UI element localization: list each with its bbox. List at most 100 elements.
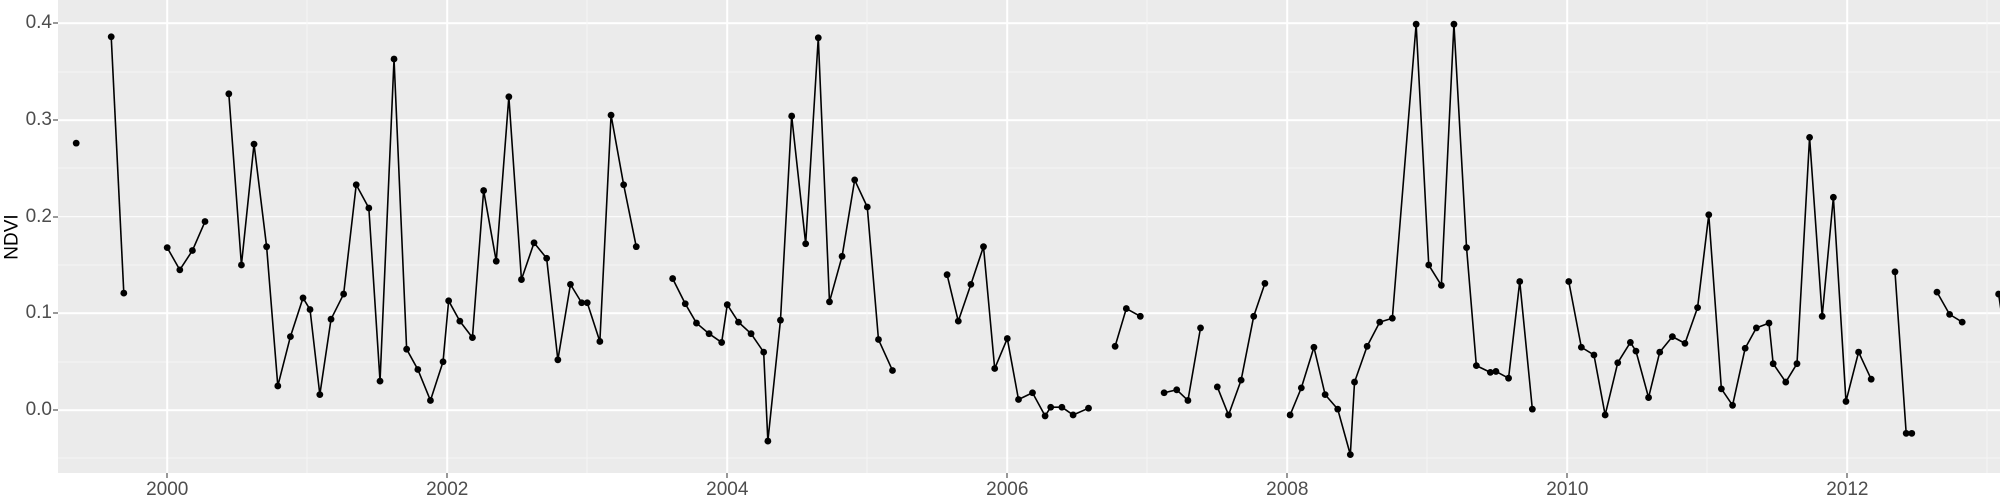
data-point	[469, 334, 476, 341]
x-axis-tick-label: 2008	[1266, 479, 1309, 500]
data-point	[1376, 318, 1384, 326]
data-point	[1958, 318, 1966, 326]
data-point	[480, 187, 488, 194]
data-point	[1486, 369, 1494, 376]
series-segment	[943, 243, 1092, 420]
data-point	[225, 90, 233, 98]
x-axis-tick-mark	[166, 473, 168, 478]
data-point	[1029, 389, 1036, 397]
data-point	[530, 239, 538, 247]
data-point	[189, 247, 196, 254]
data-point	[1173, 386, 1181, 394]
gridline-minor-vertical	[306, 0, 308, 473]
series-line	[228, 58, 638, 402]
data-point	[788, 112, 796, 120]
y-axis-tick-mark	[53, 409, 58, 411]
y-axis-tick-label: 0.3	[25, 108, 52, 130]
data-point	[1321, 391, 1329, 399]
data-point	[980, 243, 987, 251]
data-point	[578, 299, 586, 307]
data-point	[456, 317, 464, 325]
series-segment	[1111, 305, 1144, 350]
gridline-minor-vertical	[1706, 0, 1708, 473]
data-point	[352, 181, 360, 189]
gridline-minor-horizontal	[58, 458, 2000, 459]
x-axis-tick-mark	[446, 473, 448, 478]
data-point	[1237, 376, 1245, 384]
x-axis-ticks: 2000 2002 2004 2006 2008 2010 2012	[58, 473, 2000, 500]
data-point	[176, 266, 184, 274]
data-point	[376, 377, 384, 385]
data-point	[1565, 278, 1573, 285]
y-axis-tick-mark	[53, 22, 58, 24]
series-segment	[1995, 290, 2000, 309]
x-axis-tick-label: 2012	[1826, 479, 1869, 500]
data-point	[274, 382, 282, 390]
data-point	[1516, 278, 1524, 285]
data-point	[723, 301, 731, 309]
series-segment	[163, 218, 209, 274]
data-point	[1752, 324, 1760, 332]
series-line	[1114, 307, 1141, 347]
data-point	[1656, 348, 1664, 356]
series-segment	[107, 33, 128, 297]
data-point	[1995, 290, 2000, 298]
gridline-major-horizontal	[58, 215, 2000, 218]
data-point	[1225, 411, 1232, 419]
data-point	[1047, 403, 1055, 411]
data-point	[1668, 333, 1676, 341]
x-axis-tick-label: 2006	[986, 479, 1029, 500]
gridline-major-horizontal	[58, 312, 2000, 315]
data-point	[1601, 411, 1609, 419]
data-point	[1472, 362, 1480, 370]
data-point	[72, 139, 80, 147]
x-axis-tick-mark	[726, 473, 728, 478]
data-point	[967, 280, 975, 288]
data-point	[1729, 401, 1736, 409]
data-point	[1363, 342, 1371, 350]
series-line	[946, 245, 1089, 417]
data-point	[518, 276, 525, 283]
x-axis-tick-label: 2004	[706, 479, 749, 500]
gridline-major-vertical	[1006, 0, 1009, 473]
series-segment	[1565, 133, 1875, 419]
data-point	[567, 280, 574, 288]
series-line	[1894, 271, 1912, 435]
x-axis-tick-mark	[1286, 473, 1288, 478]
data-point	[620, 181, 628, 189]
data-point	[1614, 359, 1622, 367]
data-point	[838, 252, 846, 260]
data-point	[554, 356, 562, 364]
gridline-major-vertical	[1286, 0, 1289, 473]
data-point	[1577, 343, 1585, 351]
gridline-major-horizontal	[58, 22, 2000, 24]
data-point	[1829, 193, 1837, 201]
data-point	[1184, 397, 1192, 404]
gridline-minor-horizontal	[58, 167, 2000, 169]
data-point	[201, 218, 209, 225]
data-point	[316, 391, 324, 399]
data-point	[1160, 389, 1168, 397]
data-point	[1041, 412, 1049, 420]
data-point	[607, 111, 615, 119]
data-point	[1388, 314, 1396, 322]
x-axis-tick-label: 2000	[146, 479, 189, 500]
data-point	[1297, 384, 1305, 392]
data-point	[1782, 378, 1790, 386]
data-point	[705, 330, 713, 338]
data-point	[1492, 368, 1500, 375]
x-axis-tick-label: 2010	[1546, 479, 1589, 500]
gridline-minor-vertical	[866, 0, 868, 473]
data-point	[735, 318, 742, 326]
data-point	[991, 365, 999, 372]
data-point	[250, 140, 258, 148]
data-point	[1412, 20, 1420, 28]
data-point	[1136, 312, 1144, 320]
y-axis-tick-label: 0.2	[25, 205, 52, 227]
data-point	[747, 330, 755, 338]
data-point	[777, 316, 784, 324]
data-point	[1213, 383, 1221, 391]
data-point	[1197, 324, 1204, 332]
data-point	[632, 243, 640, 251]
